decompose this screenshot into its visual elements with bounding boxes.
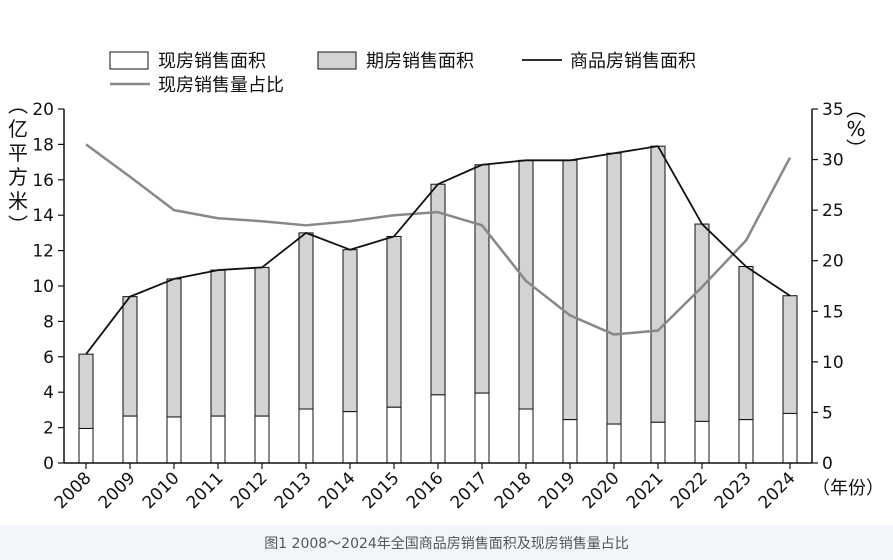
bar-completed-2013 <box>298 408 314 464</box>
x-tick-label-2024: 2024 <box>755 468 800 513</box>
y-tick-label-6: 6 <box>43 348 54 368</box>
bar-presale-2020 <box>606 152 622 425</box>
bar-presale-2021 <box>650 145 666 423</box>
bar-presale-2015 <box>386 235 402 408</box>
x-tick-label-2017: 2017 <box>447 468 492 513</box>
legend-swatch-1 <box>317 51 357 70</box>
bar-completed-2021 <box>650 421 666 464</box>
legend-label-2: 商品房销售面积 <box>570 51 696 72</box>
y-tick-label-10: 10 <box>32 277 54 297</box>
bar-presale-2023 <box>738 266 754 421</box>
bar-completed-2024 <box>782 412 798 464</box>
x-tick-label-2018: 2018 <box>491 468 536 513</box>
bar-presale-2017 <box>474 164 490 394</box>
y-tick-label-16: 16 <box>32 171 54 191</box>
bar-completed-2010 <box>166 416 182 464</box>
y-tick-label-8: 8 <box>43 312 54 332</box>
y-right-tick-label-5: 5 <box>822 403 833 423</box>
x-tick-label-2008: 2008 <box>51 468 96 513</box>
bar-presale-2008 <box>78 353 94 429</box>
legend-label-1: 期房销售面积 <box>366 51 474 72</box>
x-tick-label-2023: 2023 <box>711 468 756 513</box>
bar-presale-2012 <box>254 266 270 417</box>
bar-completed-2009 <box>122 415 138 464</box>
y-right-tick-label-35: 35 <box>822 100 844 120</box>
bar-completed-2008 <box>78 427 94 464</box>
figure-caption: 图1 2008～2024年全国商品房销售面积及现房销售量占比 <box>264 536 629 552</box>
x-tick-label-2011: 2011 <box>183 468 228 513</box>
x-tick-label-2015: 2015 <box>359 468 404 513</box>
bar-completed-2020 <box>606 423 622 464</box>
legend-swatch-0 <box>109 51 149 70</box>
x-tick-label-2009: 2009 <box>95 468 140 513</box>
y-axis-title: ︵亿平方米︶ <box>8 93 28 237</box>
bar-completed-2011 <box>210 415 226 464</box>
y-tick-label-2: 2 <box>43 419 54 439</box>
bar-presale-2014 <box>342 249 358 413</box>
x-tick-label-2021: 2021 <box>623 468 668 513</box>
bar-completed-2019 <box>562 419 578 464</box>
x-tick-label-2020: 2020 <box>579 468 624 513</box>
bar-presale-2013 <box>298 232 314 410</box>
bar-completed-2016 <box>430 394 446 464</box>
line-completed-share <box>85 143 792 336</box>
bar-presale-2024 <box>782 295 798 414</box>
y-right-tick-label-10: 10 <box>822 353 844 373</box>
y-tick-label-14: 14 <box>32 206 54 226</box>
bar-presale-2010 <box>166 278 182 418</box>
y-tick-label-4: 4 <box>43 383 54 403</box>
bar-presale-2009 <box>122 296 138 417</box>
x-tick-label-2014: 2014 <box>315 468 360 513</box>
y-right-tick-label-25: 25 <box>822 201 844 221</box>
x-tick-label-2013: 2013 <box>271 468 316 513</box>
bar-completed-2012 <box>254 415 270 464</box>
y-right-tick-label-15: 15 <box>822 302 844 322</box>
y-right-tick-label-30: 30 <box>822 151 844 171</box>
bar-presale-2016 <box>430 183 446 396</box>
x-tick-label-2022: 2022 <box>667 468 712 513</box>
line-total-sales-area <box>85 145 791 355</box>
y-tick-label-18: 18 <box>32 135 54 155</box>
x-axis-title: （年份） <box>812 478 884 499</box>
y-tick-label-0: 0 <box>43 454 54 474</box>
x-tick-label-2016: 2016 <box>403 468 448 513</box>
bar-presale-2022 <box>694 223 710 422</box>
bar-completed-2014 <box>342 411 358 464</box>
x-tick-label-2019: 2019 <box>535 468 580 513</box>
bar-presale-2011 <box>210 269 226 417</box>
bar-completed-2015 <box>386 406 402 464</box>
legend-label-3: 现房销售量占比 <box>158 75 284 96</box>
y-right-tick-label-20: 20 <box>822 252 844 272</box>
bar-completed-2022 <box>694 420 710 464</box>
y-right-tick-label-0: 0 <box>822 454 833 474</box>
legend-label-0: 现房销售面积 <box>158 51 266 72</box>
caption-band: 图1 2008～2024年全国商品房销售面积及现房销售量占比 <box>0 525 893 560</box>
y-tick-label-20: 20 <box>32 100 54 120</box>
y-axis-right-title: ︵% ︶ <box>846 97 866 161</box>
y-tick-label-12: 12 <box>32 242 54 262</box>
x-tick-label-2012: 2012 <box>227 468 272 513</box>
bar-presale-2019 <box>562 159 578 421</box>
bar-completed-2018 <box>518 408 534 464</box>
x-tick-label-2010: 2010 <box>139 468 184 513</box>
bar-completed-2023 <box>738 419 754 464</box>
bar-completed-2017 <box>474 392 490 464</box>
